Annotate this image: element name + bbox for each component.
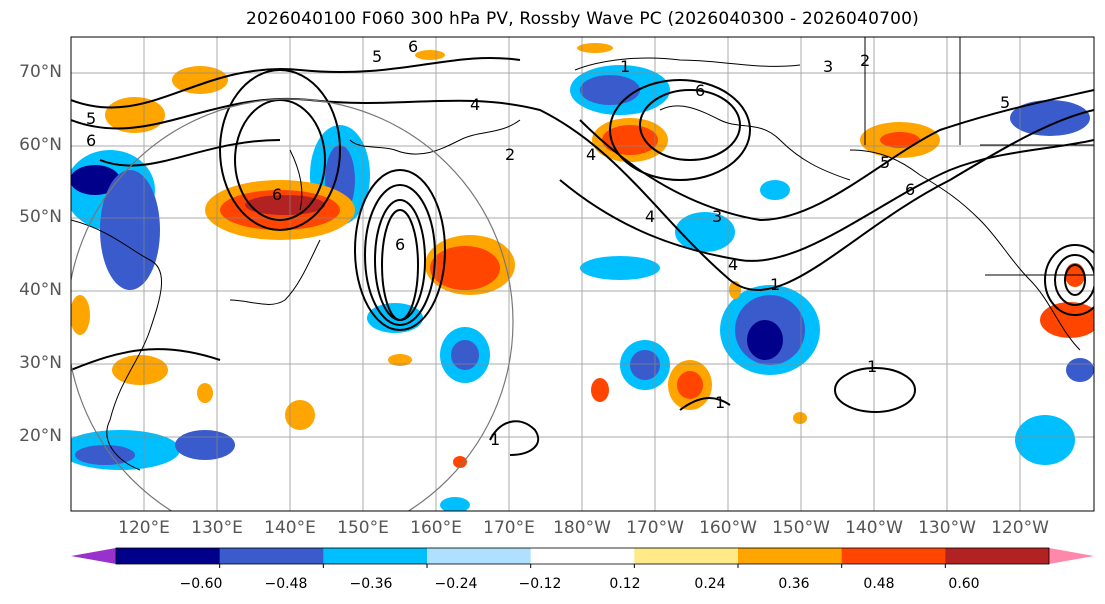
colorbar-tick-label: −0.48 (264, 576, 308, 592)
colorbar-tick-label: 0.12 (609, 576, 641, 592)
colorbar-cell (530, 548, 635, 564)
lon-label: 150°E (337, 518, 389, 538)
lon-label: 120°W (991, 518, 1049, 538)
colorbar-tick-label: −0.60 (179, 576, 223, 592)
colorbar-tick-label: 0.60 (948, 576, 980, 592)
colorbar (71, 547, 1094, 568)
lat-label: 30°N (19, 353, 62, 373)
colorbar-extend-max (1049, 548, 1094, 564)
plot-frame (70, 36, 1095, 512)
lon-label: 130°E (191, 518, 243, 538)
map-title: 2026040100 F060 300 hPa PV, Rossby Wave … (246, 9, 919, 29)
lon-label: 170°E (483, 518, 535, 538)
lon-label: 160°E (410, 518, 462, 538)
contour-label: 5 (1000, 93, 1010, 112)
colorbar-tick-label: −0.24 (434, 576, 478, 592)
range-circle (71, 98, 514, 511)
contour-label: 2 (860, 51, 870, 70)
contour-label: 6 (86, 131, 96, 150)
lon-label: 120°E (118, 518, 170, 538)
colorbar-cell (427, 548, 532, 564)
colorbar-cell (945, 548, 1050, 564)
contour-label: 4 (586, 145, 596, 164)
contour-label: 2 (505, 145, 515, 164)
colorbar-cell (219, 548, 324, 564)
contour-label: 4 (470, 95, 480, 114)
lat-label: 40°N (19, 280, 62, 300)
contour-label: 6 (395, 235, 405, 254)
contour-label: 5 (880, 153, 890, 172)
lon-label: 170°W (626, 518, 684, 538)
colorbar-tick-label: −0.12 (518, 576, 562, 592)
contour-label: 4 (728, 255, 738, 274)
colorbar-cell (116, 548, 221, 564)
colorbar-cell (738, 548, 843, 564)
contour-label: 6 (695, 81, 705, 100)
contour-label: 4 (645, 207, 655, 226)
colorbar-cell (841, 548, 946, 564)
contour-label: 3 (823, 57, 833, 76)
contour-label: 5 (86, 109, 96, 128)
lon-label: 150°W (772, 518, 830, 538)
colorbar-cell (634, 548, 739, 564)
contour-label: 1 (490, 430, 500, 449)
contour-label: 1 (715, 393, 725, 412)
colorbar-tick-label: 0.48 (863, 576, 895, 592)
graticule (71, 37, 1094, 511)
colorbar-extend-min (71, 548, 116, 564)
colorbar-cell (323, 548, 428, 564)
lon-label: 140°E (264, 518, 316, 538)
contour-label: 5 (372, 47, 382, 66)
contour-label: 1 (867, 357, 877, 376)
contour-label: 1 (770, 275, 780, 294)
lon-label: 130°W (918, 518, 976, 538)
lon-label: 140°W (845, 518, 903, 538)
colorbar-tick-label: 0.36 (778, 576, 810, 592)
colorbar-tick-label: −0.36 (349, 576, 393, 592)
lat-label: 60°N (19, 135, 62, 155)
lat-label: 20°N (19, 426, 62, 446)
colorbar-tick-label: 0.24 (694, 576, 726, 592)
contour-labels: 6 5 1 3 2 4 2 4 3 4 1 5 6 1 1 1 6 6 5 6 … (86, 37, 1010, 449)
contour-label: 3 (712, 207, 722, 226)
contour-label: 6 (408, 37, 418, 56)
contour-label: 1 (620, 57, 630, 76)
lon-label: 160°W (699, 518, 757, 538)
contour-label: 6 (905, 180, 915, 199)
lat-label: 70°N (19, 62, 62, 82)
lat-label: 50°N (19, 207, 62, 227)
contour-label: 6 (272, 185, 282, 204)
lon-label: 180°W (553, 518, 611, 538)
coastlines (71, 37, 1094, 471)
